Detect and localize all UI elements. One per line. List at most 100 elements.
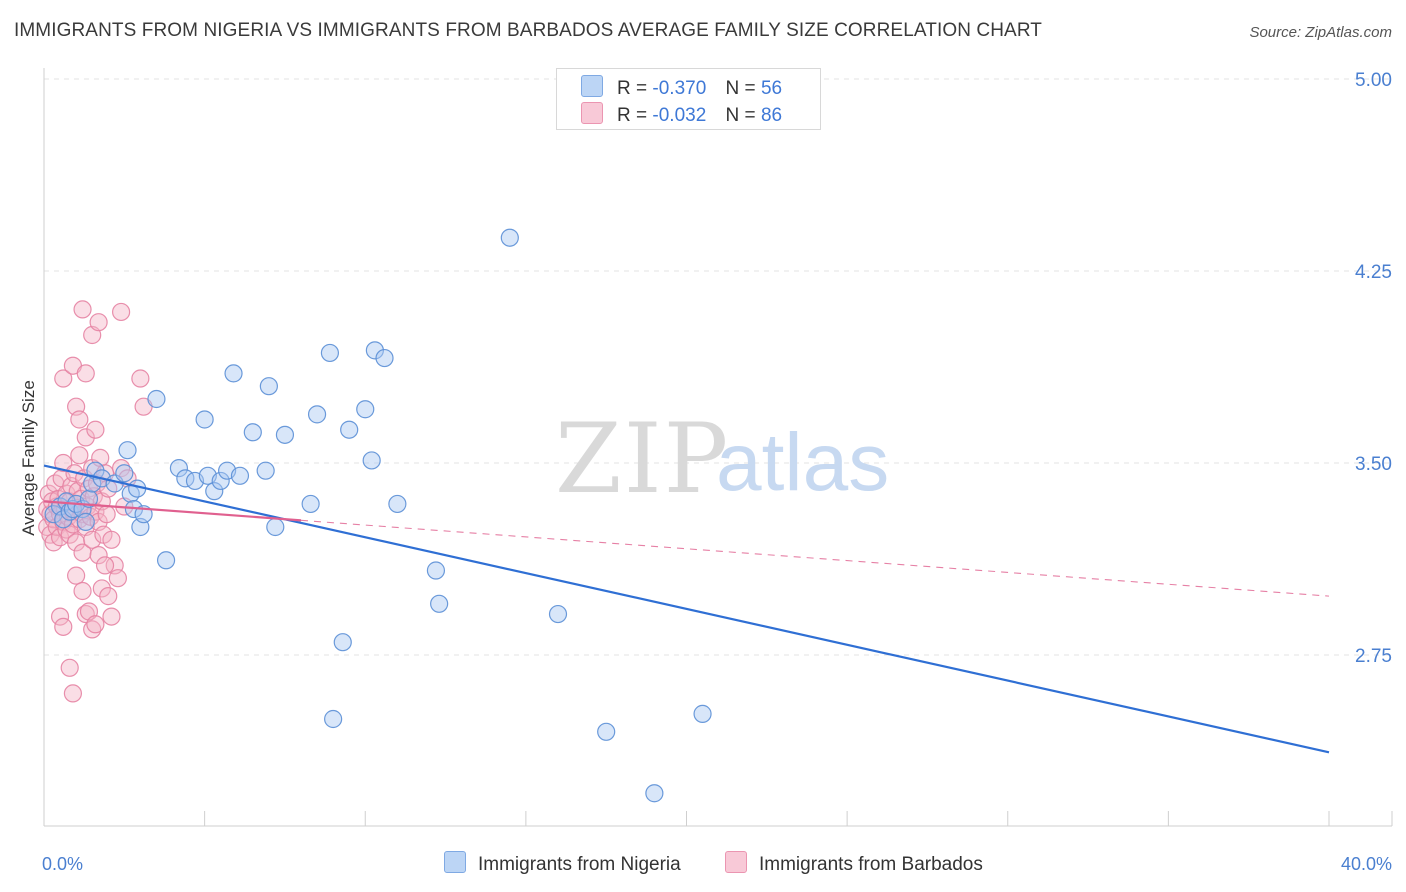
nigeria-point bbox=[256, 461, 275, 480]
watermark-atlas: atlas bbox=[716, 417, 889, 508]
legend-n-label: N = bbox=[725, 105, 756, 126]
barbados-point bbox=[67, 566, 86, 585]
nigeria-point bbox=[645, 784, 664, 803]
legend-n-label: N = bbox=[725, 78, 756, 99]
tick-labels: 2.75 3.50 4.25 5.00 0.0% 40.0% bbox=[42, 70, 1392, 874]
nigeria-point bbox=[266, 517, 285, 537]
nigeria-point bbox=[211, 471, 230, 491]
nigeria-point bbox=[79, 489, 99, 508]
source-label: Source: ZipAtlas.com bbox=[1249, 24, 1392, 41]
barbados-point bbox=[76, 428, 95, 447]
legend-n-value: 56 bbox=[760, 78, 783, 99]
barbados-swatch bbox=[725, 851, 747, 873]
barbados-point bbox=[70, 446, 89, 465]
barbados-point bbox=[111, 459, 131, 478]
axes bbox=[43, 68, 1393, 827]
barbados-point bbox=[83, 530, 102, 549]
barbados-point bbox=[99, 587, 118, 606]
barbados-point bbox=[73, 581, 92, 601]
barbados-point bbox=[54, 453, 73, 473]
barbados-point bbox=[60, 658, 79, 677]
legend-row-nigeria: R = -0.370 N = 56 bbox=[581, 75, 782, 99]
nigeria-point bbox=[340, 420, 359, 439]
barbados-point bbox=[50, 607, 70, 626]
nigeria-point bbox=[156, 551, 176, 570]
nigeria-point bbox=[375, 348, 394, 368]
legend-label-barbados: Immigrants from Barbados bbox=[759, 854, 983, 875]
x-tick-label: 0.0% bbox=[42, 854, 83, 874]
legend-item-barbados: Immigrants from Barbados bbox=[725, 851, 983, 876]
nigeria-point bbox=[693, 704, 712, 723]
barbados-point bbox=[54, 369, 73, 388]
nigeria-point bbox=[224, 364, 243, 383]
chart-title: IMMIGRANTS FROM NIGERIA VS IMMIGRANTS FR… bbox=[14, 20, 1042, 41]
legend-row-barbados: R = -0.032 N = 86 bbox=[581, 102, 782, 126]
nigeria-point bbox=[324, 709, 343, 729]
legend-r-label: R = bbox=[617, 78, 648, 99]
nigeria-point bbox=[259, 377, 278, 396]
legend-label-nigeria: Immigrants from Nigeria bbox=[478, 854, 681, 875]
nigeria-point bbox=[147, 389, 166, 409]
barbados-point bbox=[54, 617, 73, 636]
barbados-point bbox=[73, 300, 92, 319]
nigeria-point bbox=[548, 604, 568, 624]
nigeria-point bbox=[362, 451, 381, 470]
nigeria-point bbox=[230, 466, 250, 485]
nigeria-point bbox=[597, 722, 616, 741]
y-tick-label: 3.50 bbox=[1355, 454, 1392, 475]
nigeria-trend-line bbox=[43, 464, 1330, 754]
nigeria-point bbox=[500, 228, 519, 247]
barbados-point bbox=[131, 369, 150, 388]
legend-r-value: -0.370 bbox=[652, 78, 707, 99]
legend-n-value: 86 bbox=[760, 105, 783, 126]
nigeria-point bbox=[118, 441, 137, 460]
nigeria-point bbox=[301, 494, 320, 514]
nigeria-point bbox=[333, 633, 352, 652]
barbados-swatch bbox=[581, 102, 603, 124]
barbados-point bbox=[86, 615, 105, 634]
barbados-point bbox=[86, 420, 105, 439]
barbados-point bbox=[97, 505, 116, 524]
watermark: ZIP atlas bbox=[555, 403, 889, 515]
nigeria-point bbox=[430, 594, 449, 613]
barbados-point bbox=[83, 620, 102, 639]
nigeria-point bbox=[356, 400, 375, 419]
nigeria-point bbox=[169, 459, 189, 478]
nigeria-point bbox=[195, 410, 214, 429]
nigeria-point bbox=[243, 423, 262, 442]
nigeria-point bbox=[320, 343, 340, 363]
barbados-point bbox=[102, 530, 121, 549]
nigeria-point bbox=[275, 425, 295, 444]
nigeria-point bbox=[388, 494, 407, 514]
nigeria-point bbox=[115, 464, 134, 483]
barbados-point bbox=[70, 410, 89, 429]
barbados-point bbox=[111, 302, 131, 322]
gridlines bbox=[44, 78, 1392, 656]
barbados-point bbox=[95, 556, 115, 575]
barbados-point bbox=[108, 569, 127, 588]
barbados-point bbox=[102, 607, 121, 626]
barbados-point bbox=[89, 313, 108, 332]
y-tick-label: 5.00 bbox=[1355, 70, 1392, 91]
legend-item-nigeria: Immigrants from Nigeria bbox=[444, 851, 681, 876]
legend-r-label: R = bbox=[617, 105, 648, 126]
y-tick-label: 4.25 bbox=[1355, 262, 1392, 283]
y-tick-label: 2.75 bbox=[1355, 646, 1392, 667]
nigeria-point bbox=[205, 482, 224, 501]
nigeria-points bbox=[44, 228, 712, 803]
nigeria-point bbox=[365, 341, 384, 360]
legend-r-value: -0.032 bbox=[652, 105, 707, 126]
watermark-zip: ZIP bbox=[555, 403, 730, 515]
nigeria-swatch bbox=[444, 851, 466, 873]
barbados-trend-line-extension bbox=[300, 519, 1330, 597]
nigeria-point bbox=[426, 561, 446, 580]
barbados-point bbox=[76, 364, 95, 383]
barbados-trend-line bbox=[43, 500, 302, 522]
stats-legend: R = -0.370 N = 56 R = -0.032 N = 86 bbox=[556, 68, 821, 130]
nigeria-point bbox=[76, 512, 95, 531]
barbados-point bbox=[63, 684, 83, 703]
nigeria-point bbox=[307, 405, 327, 424]
y-axis-label: Average Family Size bbox=[19, 380, 38, 536]
trend-lines bbox=[43, 464, 1330, 754]
